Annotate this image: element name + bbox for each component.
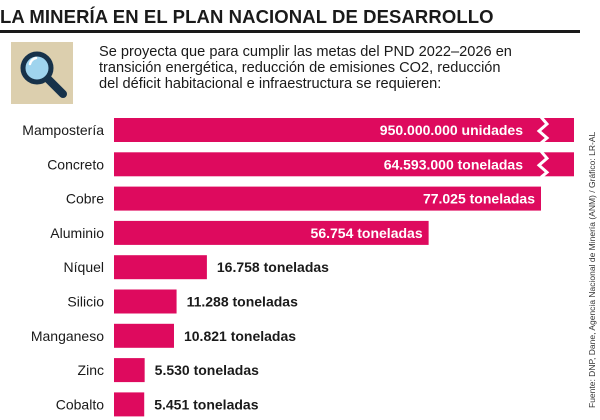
category-label-manganeso: Manganeso: [31, 328, 104, 344]
category-label-aluminio: Aluminio: [50, 225, 104, 241]
value-label-cobre: 77.025 toneladas: [423, 191, 535, 207]
bar-zinc: [114, 358, 145, 383]
value-label-manganeso: 10.821 toneladas: [184, 328, 296, 344]
bar-silicio: [114, 289, 177, 314]
value-label-mamposteria: 950.000.000 unidades: [380, 122, 523, 138]
value-label-silicio: 11.288 toneladas: [187, 294, 299, 310]
value-label-niquel: 16.758 toneladas: [217, 259, 329, 275]
value-label-cobalto: 5.451 toneladas: [154, 396, 258, 412]
bar-mamposteria: [114, 118, 574, 142]
category-label-mamposteria: Mampostería: [22, 122, 104, 138]
value-label-aluminio: 56.754 toneladas: [311, 225, 423, 241]
bar-aluminio: [114, 220, 429, 245]
category-label-silicio: Silicio: [67, 294, 104, 310]
axis-break-mark-mamposteria: [536, 116, 550, 145]
category-label-zinc: Zinc: [78, 362, 104, 378]
bar-manganeso: [114, 323, 174, 348]
category-label-cobre: Cobre: [66, 191, 104, 207]
value-label-zinc: 5.530 toneladas: [155, 362, 259, 378]
bar-concreto: [114, 152, 574, 177]
intro-text: Se proyecta que para cumplir las metas d…: [99, 44, 512, 92]
category-label-cobalto: Cobalto: [56, 396, 104, 412]
bar-cobre: [114, 186, 541, 211]
magnifying-glass-icon: [11, 42, 73, 104]
value-label-concreto: 64.593.000 toneladas: [384, 156, 524, 172]
title-divider: [0, 30, 580, 33]
axis-break-mark-concreto: [536, 150, 550, 179]
category-label-concreto: Concreto: [47, 156, 104, 172]
bar-niquel: [114, 255, 207, 280]
source-note: Fuente: DNP, Dane, Agencia Nacional de M…: [587, 131, 597, 408]
bar-cobalto: [114, 392, 145, 417]
category-label-niquel: Níquel: [64, 259, 104, 275]
chart-title: LA MINERÍA EN EL PLAN NACIONAL DE DESARR…: [0, 6, 494, 27]
